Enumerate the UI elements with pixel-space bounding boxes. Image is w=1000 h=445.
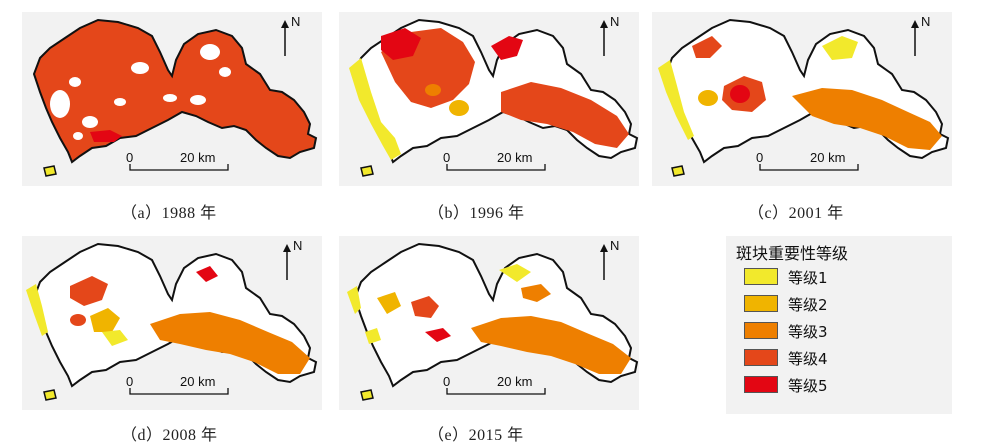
undeveloped-patches	[50, 44, 231, 140]
north-label: N	[291, 14, 301, 29]
caption-b: （b）1996 年	[428, 205, 525, 222]
north-label: N	[610, 238, 620, 253]
level3-north-east	[521, 284, 551, 302]
level1-strip	[26, 284, 48, 336]
level3-patch	[425, 84, 441, 96]
island	[360, 165, 374, 177]
level2-patch	[698, 90, 718, 106]
map-panel-2015: N 0 20 km	[339, 236, 639, 410]
legend: 斑块重要性等级 等级1 等级2 等级3 等级4 等级5	[726, 236, 952, 414]
legend-swatch	[744, 349, 778, 366]
region-outline	[32, 18, 318, 164]
level2-patch	[90, 308, 120, 332]
scale-bar: 0 20 km	[439, 374, 559, 404]
level3-east	[792, 88, 942, 150]
island	[43, 389, 57, 401]
level3-east	[471, 316, 631, 374]
scale-bar: 0 20 km	[122, 150, 242, 180]
legend-label: 等级5	[788, 377, 828, 395]
island	[43, 165, 57, 177]
scale-bar: 0 20 km	[439, 150, 559, 180]
island	[360, 389, 374, 401]
level4-north	[692, 36, 722, 58]
scale-end: 20 km	[810, 150, 846, 165]
caption-c: （c）2001 年	[748, 205, 844, 222]
scale-end: 20 km	[180, 150, 216, 165]
scale-bar: 0 20 km	[122, 374, 242, 404]
scale-line	[446, 388, 546, 395]
north-arrow: N	[597, 238, 625, 288]
level1-patch	[102, 330, 128, 346]
map-2008	[26, 242, 318, 401]
north-arrow-icon	[283, 244, 291, 280]
scale-end: 20 km	[497, 150, 533, 165]
map-1988	[32, 18, 318, 177]
scale-line	[759, 164, 859, 171]
level4-east	[501, 82, 629, 148]
map-panel-1988: N 0 20 km	[22, 12, 322, 186]
level5-north-east	[491, 36, 523, 60]
level2-patch	[449, 100, 469, 116]
north-arrow: N	[280, 238, 308, 288]
level5-north-west	[381, 28, 421, 60]
level5-patch	[90, 130, 122, 142]
level1-north-east	[822, 36, 858, 60]
caption-d: （d）2008 年	[121, 427, 218, 444]
scale-bar: 0 20 km	[752, 150, 872, 180]
scale-line	[446, 164, 546, 171]
level2-patch	[377, 292, 401, 314]
level4-patch	[70, 314, 86, 326]
legend-label: 等级1	[788, 269, 828, 287]
map-2001	[658, 18, 950, 177]
map-panel-2001: N 0 20 km	[652, 12, 952, 186]
scale-start: 0	[443, 150, 451, 165]
scale-start: 0	[126, 150, 134, 165]
legend-label: 等级2	[788, 296, 828, 314]
legend-label: 等级3	[788, 323, 828, 341]
level5-patch	[425, 328, 451, 342]
scale-end: 20 km	[497, 374, 533, 389]
scale-end: 20 km	[180, 374, 216, 389]
caption-e: （e）2015 年	[428, 427, 524, 444]
legend-title: 斑块重要性等级	[736, 244, 849, 263]
level5-north-east	[196, 266, 218, 282]
north-label: N	[293, 238, 303, 253]
map-1996	[349, 18, 639, 177]
level5-patch	[730, 85, 750, 103]
scale-start: 0	[756, 150, 764, 165]
north-label: N	[610, 14, 620, 29]
level1-strip	[349, 58, 401, 160]
legend-swatch	[744, 268, 778, 285]
map-panel-1996: N 0 20 km	[339, 12, 639, 186]
north-arrow: N	[908, 14, 936, 64]
caption-a: （a）1988 年	[121, 205, 217, 222]
north-arrow-icon	[600, 244, 608, 280]
map-2015	[347, 242, 639, 401]
level1-strip	[347, 286, 361, 314]
island	[671, 165, 685, 177]
level4-patch	[411, 296, 439, 318]
north-label: N	[921, 14, 931, 29]
scale-start: 0	[443, 374, 451, 389]
legend-swatch	[744, 322, 778, 339]
scale-start: 0	[126, 374, 134, 389]
level1-north-east	[499, 264, 531, 282]
scale-line	[129, 164, 229, 171]
scale-line	[129, 388, 229, 395]
north-arrow: N	[597, 14, 625, 64]
legend-swatch	[744, 376, 778, 393]
level3-east	[150, 312, 310, 374]
north-arrow: N	[278, 14, 306, 64]
legend-swatch	[744, 295, 778, 312]
level4-west	[70, 276, 108, 306]
north-arrow-icon	[600, 20, 608, 56]
legend-label: 等级4	[788, 350, 828, 368]
north-arrow-icon	[281, 20, 289, 56]
level1-patch	[365, 328, 381, 344]
north-arrow-icon	[911, 20, 919, 56]
map-panel-2008: N 0 20 km	[22, 236, 322, 410]
level1-strip	[658, 60, 694, 140]
